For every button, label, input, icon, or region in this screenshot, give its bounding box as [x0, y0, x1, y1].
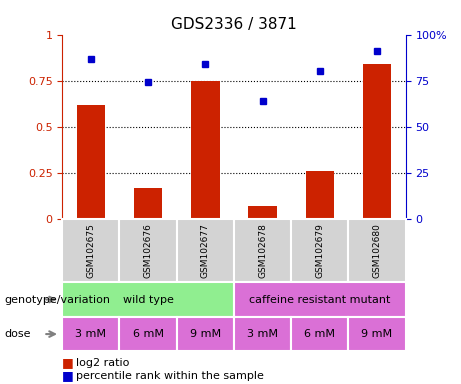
Bar [248, 206, 277, 219]
Bar [177, 219, 234, 282]
Bar [119, 317, 177, 351]
Bar [234, 317, 291, 351]
Bar [134, 187, 162, 219]
Bar [234, 282, 406, 317]
Bar [62, 219, 119, 282]
Bar [234, 219, 291, 282]
Text: 3 mM: 3 mM [75, 329, 106, 339]
Text: GSM102680: GSM102680 [372, 223, 382, 278]
Text: 9 mM: 9 mM [361, 329, 393, 339]
Text: genotype/variation: genotype/variation [5, 295, 111, 305]
Bar [363, 64, 391, 219]
Bar [291, 317, 349, 351]
Text: GSM102679: GSM102679 [315, 223, 325, 278]
Text: dose: dose [5, 329, 31, 339]
Text: GSM102677: GSM102677 [201, 223, 210, 278]
Bar [62, 282, 234, 317]
Bar [62, 317, 119, 351]
Text: ■: ■ [62, 369, 74, 382]
Bar [119, 219, 177, 282]
Text: percentile rank within the sample: percentile rank within the sample [76, 371, 264, 381]
Text: GSM102676: GSM102676 [143, 223, 153, 278]
Text: ■: ■ [62, 356, 74, 369]
Bar [306, 171, 334, 219]
Text: 9 mM: 9 mM [190, 329, 221, 339]
Text: GSM102678: GSM102678 [258, 223, 267, 278]
Bar [349, 219, 406, 282]
Text: 6 mM: 6 mM [133, 329, 164, 339]
Text: wild type: wild type [123, 295, 173, 305]
Text: GSM102675: GSM102675 [86, 223, 95, 278]
Text: caffeine resistant mutant: caffeine resistant mutant [249, 295, 390, 305]
Bar [291, 219, 349, 282]
Title: GDS2336 / 3871: GDS2336 / 3871 [171, 17, 297, 32]
Text: 6 mM: 6 mM [304, 329, 335, 339]
Bar [177, 317, 234, 351]
Bar [349, 317, 406, 351]
Text: log2 ratio: log2 ratio [76, 358, 130, 368]
Bar [191, 81, 219, 219]
Bar [77, 104, 105, 219]
Text: 3 mM: 3 mM [247, 329, 278, 339]
